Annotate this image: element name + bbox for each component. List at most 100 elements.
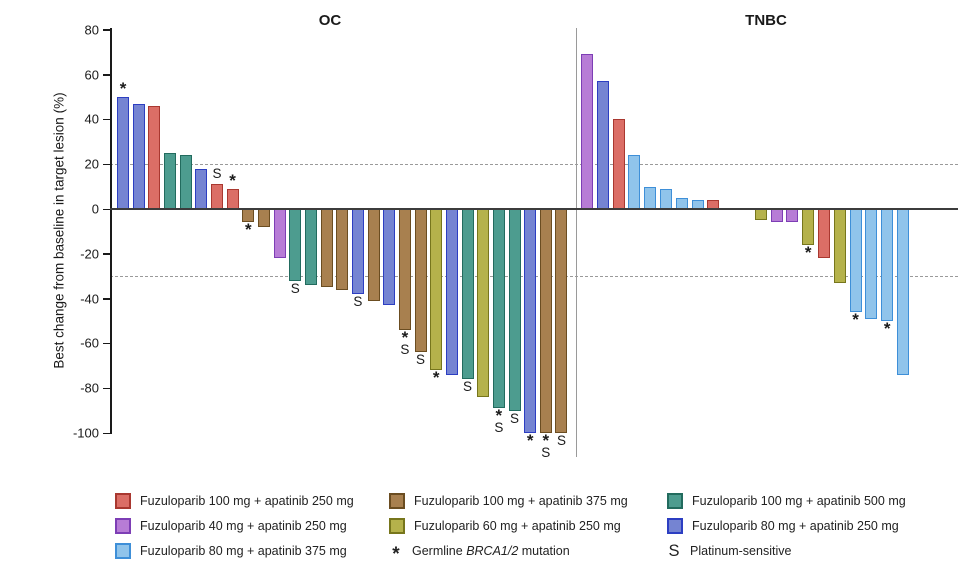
brca-mutation-asterisk: *	[119, 79, 127, 98]
bar-tnbc-12	[754, 209, 767, 221]
bar-tnbc-19	[865, 209, 878, 319]
y-tick-label: 40	[84, 111, 99, 127]
y-tick	[103, 118, 110, 121]
y-tick-label: 0	[91, 201, 99, 217]
bar-oc-6	[195, 168, 208, 209]
y-axis-line	[110, 28, 112, 434]
legend-item-olive: Fuzuloparib 60 mg + apatinib 250 mg	[389, 513, 628, 538]
brca-mutation-asterisk: *	[495, 406, 503, 426]
bar-oc-15	[336, 209, 349, 290]
bar-oc-28	[539, 209, 552, 433]
legend-label: Fuzuloparib 40 mg + apatinib 250 mg	[140, 518, 347, 533]
brca-mutation-asterisk: *	[804, 242, 812, 262]
bar-tnbc-14	[786, 209, 799, 223]
brca-mutation-asterisk: *	[542, 431, 550, 450]
platinum-sensitive-marker: S	[290, 280, 300, 296]
bar-tnbc-6	[660, 188, 672, 209]
bar-tnbc-13	[770, 209, 783, 223]
brca-mutation-asterisk: *	[432, 368, 440, 388]
legend-item-purple: Fuzuloparib 40 mg + apatinib 250 mg	[115, 513, 354, 538]
bar-oc-1	[117, 97, 129, 209]
y-tick	[103, 163, 110, 166]
plot-area: Best change from baseline in target lesi…	[52, 12, 958, 460]
legend-label: Platinum-sensitive	[690, 543, 792, 558]
legend-label: Fuzuloparib 100 mg + apatinib 500 mg	[692, 493, 906, 508]
platinum-sensitive-marker: S	[509, 410, 520, 426]
legend-swatch-purple	[115, 517, 131, 534]
legend-swatch-olive	[389, 517, 405, 534]
y-tick	[103, 298, 110, 300]
legend-item-teal: Fuzuloparib 100 mg + apatinib 500 mg	[667, 488, 906, 513]
legend-label: Fuzuloparib 60 mg + apatinib 250 mg	[414, 518, 621, 533]
brca-mutation-asterisk: *	[229, 170, 236, 190]
legend-column: Fuzuloparib 100 mg + apatinib 500 mg Fuzu…	[667, 488, 906, 563]
bar-tnbc-1	[581, 54, 593, 209]
y-tick-label: -60	[80, 335, 99, 351]
bar-oc-5	[179, 155, 192, 209]
legend-item-periwinkle: Fuzuloparib 80 mg + apatinib 250 mg	[667, 513, 906, 538]
legend-column: Fuzuloparib 100 mg + apatinib 375 mg Fuzu…	[389, 488, 628, 564]
platinum-sensitive-marker: S	[400, 341, 410, 357]
bar-oc-17	[367, 209, 380, 301]
bar-tnbc-2	[596, 81, 609, 209]
legend-item-brown: Fuzuloparib 100 mg + apatinib 375 mg	[389, 488, 628, 513]
bar-oc-20	[414, 209, 427, 353]
brca-mutation-asterisk: *	[526, 431, 534, 450]
legend-label: Fuzuloparib 100 mg + apatinib 250 mg	[140, 493, 354, 508]
bar-oc-24	[477, 209, 490, 398]
legend-swatch-periwinkle	[667, 517, 683, 534]
bar-oc-22	[445, 209, 458, 375]
bar-oc-21	[430, 209, 443, 371]
platinum-sensitive-marker: S	[353, 294, 363, 310]
platinum-sensitive-marker: S	[556, 433, 566, 448]
legend-label: Fuzuloparib 80 mg + apatinib 250 mg	[692, 518, 899, 533]
y-tick-label: -100	[72, 425, 99, 441]
legend-label: Fuzuloparib 80 mg + apatinib 375 mg	[140, 543, 347, 558]
bar-oc-18	[383, 209, 396, 306]
platinum-sensitive-marker: S	[212, 166, 222, 182]
y-tick-label: 80	[84, 22, 99, 38]
brca-mutation-asterisk: *	[244, 220, 252, 240]
legend-item-symbol: S Platinum-sensitive	[667, 538, 906, 563]
bar-oc-16	[351, 209, 364, 295]
y-tick	[103, 342, 110, 345]
zero-baseline	[110, 208, 958, 210]
bar-oc-3	[148, 105, 161, 209]
legend-label: Fuzuloparib 100 mg + apatinib 375 mg	[414, 493, 628, 508]
bar-tnbc-20	[881, 209, 894, 321]
y-tick-label: 20	[84, 156, 99, 172]
legend-item-lightblue: Fuzuloparib 80 mg + apatinib 375 mg	[115, 538, 354, 563]
brca-mutation-asterisk: *	[401, 327, 409, 347]
bar-oc-29	[555, 209, 568, 433]
y-tick	[103, 208, 110, 210]
platinum-sensitive-marker: S	[541, 445, 551, 460]
y-tick-label: -40	[80, 291, 99, 307]
bar-tnbc-15	[802, 209, 815, 245]
bar-oc-19	[398, 209, 411, 330]
bar-tnbc-16	[818, 209, 830, 259]
legend-swatch-lightblue	[115, 542, 131, 559]
y-tick	[103, 29, 110, 31]
legend-item-symbol: * Germline BRCA1/2 mutation	[389, 538, 628, 564]
bar-oc-10	[257, 209, 270, 227]
panel-title-oc: OC	[318, 12, 342, 29]
platinum-sensitive-marker: S	[494, 420, 504, 436]
panel-divider	[576, 28, 577, 457]
y-tick	[103, 432, 110, 434]
legend-swatch-red	[115, 492, 131, 509]
bar-oc-27	[524, 209, 537, 433]
bar-tnbc-17	[833, 209, 846, 283]
y-tick-label: -20	[80, 246, 99, 262]
panel-title-tnbc: TNBC	[745, 12, 787, 29]
y-tick-label: -80	[80, 380, 99, 396]
bar-tnbc-18	[849, 209, 862, 313]
bar-oc-25	[492, 209, 505, 409]
brca-mutation-asterisk: *	[883, 319, 891, 338]
y-tick-label: 60	[84, 67, 99, 83]
bar-tnbc-21	[897, 209, 909, 375]
bar-oc-13	[304, 209, 317, 286]
bar-tnbc-3	[612, 119, 625, 209]
brca-mutation-asterisk: *	[852, 310, 859, 330]
bar-oc-12	[289, 209, 302, 281]
